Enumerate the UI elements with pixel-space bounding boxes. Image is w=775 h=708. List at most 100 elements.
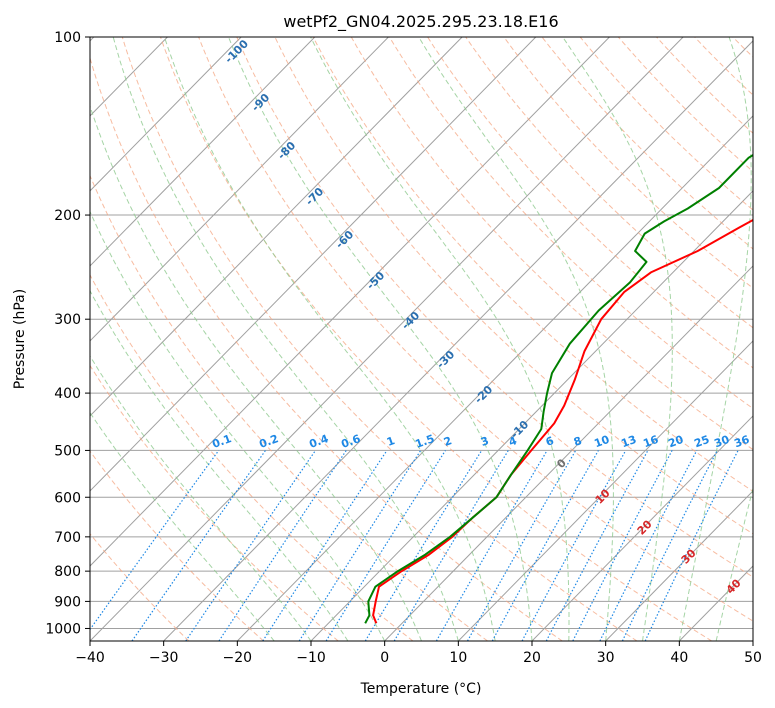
mixing-ratio-line bbox=[466, 450, 577, 641]
axis-layer: −40 −30 −20 −10 0 10 20 30 40 5010020030040050060… bbox=[45, 30, 762, 666]
mixing-ratio-line bbox=[298, 450, 422, 641]
y-tick-label: 100 bbox=[54, 30, 81, 46]
x-tick-label: 10 bbox=[449, 650, 467, 666]
mixing-ratio-line bbox=[218, 450, 347, 641]
series-layer bbox=[364, 153, 753, 624]
label-layer: -100-90-80-70-60-50-40-30-20-10010203040… bbox=[210, 37, 751, 597]
dry-adiabat-line bbox=[90, 450, 264, 641]
mixing-ratio-line bbox=[435, 450, 548, 641]
mixing-ratio-label: 20 bbox=[666, 433, 685, 451]
isotherm-line bbox=[752, 640, 753, 641]
mixing-ratio-line bbox=[621, 450, 718, 641]
moist-adiabat-line bbox=[90, 289, 349, 641]
dry-adiabat-line bbox=[274, 37, 753, 535]
mixing-ratio-line bbox=[545, 450, 649, 641]
isotherm-line bbox=[310, 190, 753, 641]
mixing-ratio-label: 4 bbox=[507, 434, 519, 449]
y-tick-label: 700 bbox=[54, 530, 81, 546]
moist-adiabat-line bbox=[90, 355, 312, 641]
dry-adiabat-line bbox=[90, 174, 488, 641]
dry-adiabat-line bbox=[541, 37, 753, 250]
moist-adiabat-line bbox=[90, 104, 422, 641]
dry-adiabat-line bbox=[90, 533, 190, 641]
y-tick-label: 600 bbox=[54, 490, 81, 506]
mixing-ratio-label: 2 bbox=[442, 434, 454, 449]
dry-adiabat-line bbox=[694, 37, 753, 96]
dry-adiabat-line bbox=[350, 37, 753, 451]
dry-adiabat-label: -80 bbox=[275, 139, 298, 162]
moist-adiabat-label: 10 bbox=[593, 486, 613, 506]
dry-adiabat-line bbox=[160, 37, 712, 641]
isotherm-line bbox=[678, 565, 753, 641]
dry-adiabat-line bbox=[388, 37, 753, 410]
x-tick-label: −30 bbox=[149, 650, 179, 666]
dry-adiabat-line bbox=[503, 37, 753, 289]
x-tick-label: 0 bbox=[380, 650, 389, 666]
x-tick-label: −10 bbox=[296, 650, 326, 666]
y-tick-label: 300 bbox=[54, 312, 81, 328]
mixing-ratio-label: 30 bbox=[712, 433, 731, 451]
mixing-ratio-line bbox=[599, 450, 698, 641]
dewpoint-line bbox=[364, 153, 753, 624]
temperature-line bbox=[372, 218, 753, 624]
moist-adiabat-line bbox=[90, 411, 275, 641]
moist-adiabat-line bbox=[112, 37, 459, 641]
moist-adiabat-line bbox=[418, 37, 614, 641]
moist-adiabat-line bbox=[228, 37, 533, 641]
dry-adiabat-line bbox=[656, 37, 753, 134]
mixing-ratio-label: 1 bbox=[385, 434, 397, 449]
dry-adiabat-line bbox=[579, 37, 753, 211]
moist-adiabat-label: 0 bbox=[554, 456, 569, 471]
mixing-ratio-label: 3 bbox=[479, 434, 491, 449]
mixing-ratio-line bbox=[90, 450, 220, 631]
dry-adiabat-line bbox=[90, 273, 414, 641]
isotherm-line bbox=[90, 37, 537, 492]
x-tick-label: 30 bbox=[597, 650, 615, 666]
dry-adiabat-line bbox=[90, 364, 339, 641]
mixing-ratio-line bbox=[262, 450, 388, 641]
y-tick-label: 400 bbox=[54, 386, 81, 402]
dry-adiabat-line bbox=[90, 56, 563, 641]
isotherm-line bbox=[90, 37, 610, 567]
isotherm-line bbox=[384, 265, 753, 641]
y-tick-label: 900 bbox=[54, 594, 81, 610]
dry-adiabat-line bbox=[732, 37, 753, 58]
moist-adiabat-label: 20 bbox=[635, 517, 655, 537]
dry-adiabat-line bbox=[771, 37, 775, 641]
dry-adiabat-line bbox=[312, 37, 753, 492]
mixing-ratio-label: 13 bbox=[619, 433, 638, 450]
dry-adiabat-line bbox=[427, 37, 753, 369]
mixing-ratio-line bbox=[131, 450, 266, 641]
y-tick-label: 500 bbox=[54, 443, 81, 459]
y-axis-title: Pressure (hPa) bbox=[12, 289, 28, 389]
isotherm-line bbox=[163, 40, 753, 641]
dry-adiabat-label: -70 bbox=[303, 185, 326, 208]
isotherm-line bbox=[457, 340, 753, 641]
isotherm-line bbox=[90, 37, 316, 267]
mixing-ratio-line bbox=[364, 450, 483, 641]
y-tick-label: 1000 bbox=[45, 621, 81, 637]
x-tick-label: 20 bbox=[523, 650, 541, 666]
chart-title: wetPf2_GN04.2025.295.23.18.E16 bbox=[283, 12, 558, 32]
moist-adiabat-line bbox=[562, 37, 673, 641]
isotherm-line bbox=[90, 37, 389, 342]
dry-adiabat-label: -100 bbox=[222, 37, 251, 66]
mixing-ratio-label: 25 bbox=[692, 433, 711, 450]
mixing-ratio-line bbox=[521, 450, 627, 641]
moist-adiabat-line bbox=[163, 37, 496, 641]
mixing-ratio-label: 16 bbox=[641, 433, 660, 451]
moist-adiabat-line bbox=[715, 486, 753, 641]
moist-adiabat-line bbox=[90, 210, 386, 641]
moist-adiabat-line bbox=[310, 37, 570, 641]
y-tick-label: 800 bbox=[54, 564, 81, 580]
plot-frame bbox=[89, 36, 754, 642]
grid-layer bbox=[90, 37, 775, 641]
dry-adiabat-label: -20 bbox=[472, 383, 495, 406]
mixing-ratio-line bbox=[491, 450, 599, 641]
mixing-ratio-line bbox=[185, 450, 316, 641]
moist-adiabat-line bbox=[678, 37, 752, 641]
x-tick-label: −20 bbox=[223, 650, 253, 666]
mixing-ratio-label: 0.4 bbox=[307, 432, 330, 451]
dry-adiabat-line bbox=[236, 37, 753, 578]
